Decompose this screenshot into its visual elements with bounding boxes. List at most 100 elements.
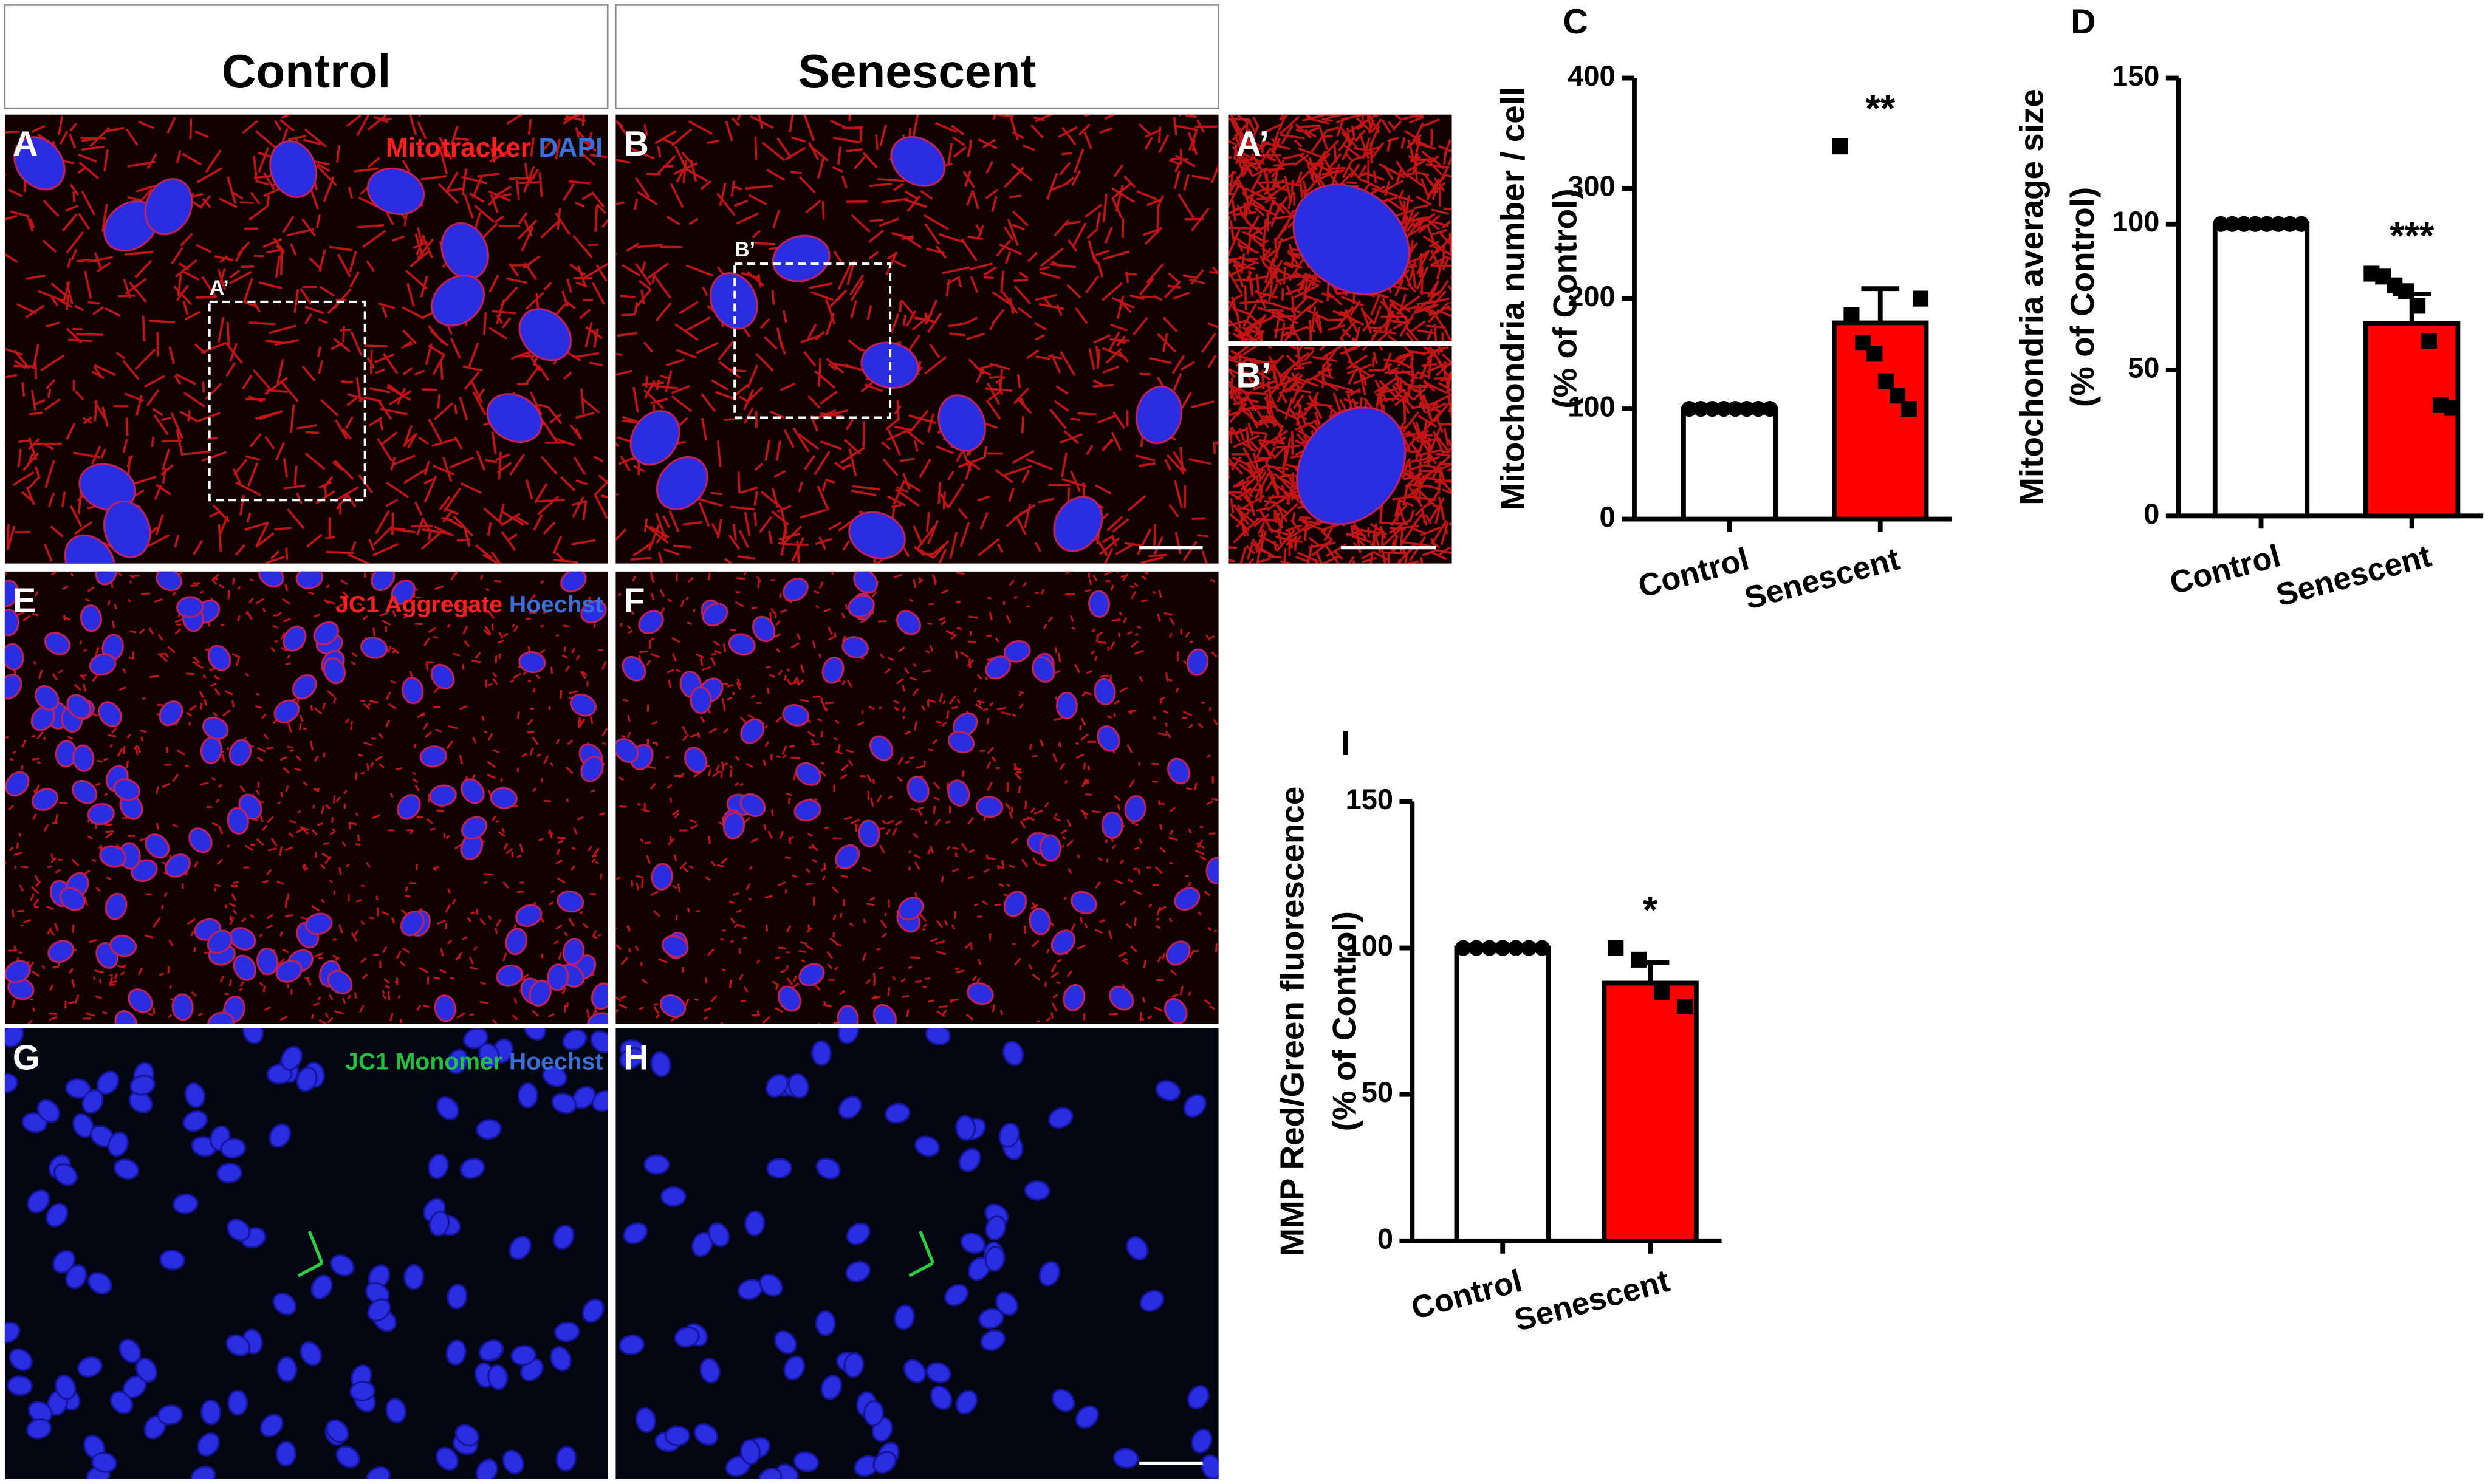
nucleus	[430, 663, 455, 690]
nucleus	[619, 1334, 645, 1355]
nucleus	[837, 1028, 860, 1044]
nucleus	[436, 1446, 459, 1471]
data-point	[1878, 373, 1894, 389]
nucleus	[1292, 183, 1410, 295]
data-point	[2247, 216, 2264, 232]
nucleus	[863, 1400, 884, 1426]
nucleus	[367, 1298, 391, 1322]
nucleus	[1183, 1093, 1207, 1118]
nucleus	[7, 1375, 33, 1397]
nucleus	[1112, 1448, 1139, 1469]
nucleus	[371, 571, 396, 592]
data-point	[1631, 951, 1647, 968]
panel-letter: F	[623, 581, 645, 620]
nucleus	[197, 1432, 220, 1457]
nucleus	[853, 571, 879, 594]
nucleus	[36, 1099, 60, 1123]
data-point	[2213, 216, 2229, 232]
data-point	[2258, 216, 2275, 232]
nucleus	[810, 1040, 832, 1067]
nucleus	[1053, 496, 1103, 552]
nucleus	[454, 1424, 479, 1447]
nucleus	[144, 178, 193, 236]
nucleus	[793, 1451, 819, 1472]
data-point	[1738, 401, 1755, 417]
panel-letter: D	[2071, 2, 2096, 41]
data-point	[2410, 298, 2426, 314]
panel-letter: B	[623, 125, 648, 163]
micrograph	[1228, 114, 1452, 342]
nucleus	[313, 621, 340, 646]
nucleus	[129, 1075, 156, 1096]
y-axis-label: Mitochondria average size	[2013, 89, 2051, 505]
nucleus	[1124, 795, 1146, 822]
data-point	[1843, 307, 1860, 323]
nucleus	[1135, 385, 1183, 445]
nucleus	[220, 1138, 246, 1159]
nucleus	[758, 1467, 783, 1479]
nucleus	[103, 500, 151, 558]
nucleus	[985, 655, 1012, 680]
nucleus	[4, 960, 31, 983]
nucleus	[619, 1047, 644, 1070]
nucleus	[1101, 811, 1123, 839]
nucleus	[1174, 887, 1201, 911]
nucleus	[202, 716, 229, 740]
nucleus	[1032, 656, 1055, 683]
nucleus	[740, 718, 765, 744]
nucleus	[944, 1284, 969, 1307]
y-axis-label: Mitochondria number / cell	[1494, 87, 1532, 511]
nucleus	[690, 686, 712, 714]
nucleus	[518, 651, 546, 674]
nucleus	[4, 1321, 21, 1344]
nucleus	[207, 1011, 235, 1024]
nucleus	[21, 1112, 48, 1134]
nucleus	[659, 994, 687, 1018]
nucleus	[1075, 1405, 1099, 1429]
nucleus	[837, 1005, 859, 1024]
y-tick-label: 150	[1346, 783, 1393, 815]
nucleus	[114, 1010, 138, 1024]
nucleus	[582, 1298, 605, 1323]
nucleus	[35, 685, 60, 711]
nucleus	[587, 1012, 608, 1024]
nucleus	[550, 1346, 572, 1372]
nucleus	[479, 1339, 504, 1362]
nucleus	[447, 1048, 468, 1075]
monomer-signal	[908, 1231, 935, 1277]
nucleus	[445, 1339, 467, 1366]
nucleus	[227, 1389, 248, 1416]
nucleus	[96, 1070, 120, 1095]
nucleus	[27, 1189, 50, 1214]
nucleus	[552, 1225, 575, 1250]
nucleus	[1002, 1041, 1024, 1067]
nucleus	[1139, 1290, 1165, 1312]
micrograph-bg	[4, 1028, 608, 1479]
nucleus	[256, 948, 279, 976]
stain-name: Hoechst	[509, 1049, 603, 1075]
nucleus	[272, 1292, 297, 1316]
nucleus	[66, 694, 92, 719]
nucleus	[783, 1355, 806, 1381]
data-point	[1890, 388, 1906, 404]
nucleus	[967, 982, 994, 1005]
stain-label: JC1 Aggregate Hoechst	[335, 592, 603, 618]
nucleus	[95, 571, 118, 586]
nucleus	[774, 1330, 797, 1355]
nucleus	[903, 1359, 927, 1383]
nucleus	[176, 596, 204, 618]
data-point	[1866, 346, 1883, 362]
data-point	[2398, 283, 2414, 299]
nucleus	[276, 1356, 298, 1383]
nucleus	[580, 756, 604, 782]
x-tick-label: Senescent	[1741, 541, 1903, 617]
y-tick-label: 50	[1362, 1076, 1393, 1108]
data-point	[1468, 940, 1484, 956]
nucleus	[845, 1260, 871, 1282]
nucleus	[87, 803, 115, 826]
nucleus	[87, 1272, 112, 1294]
nucleus	[1187, 1385, 1210, 1410]
nucleus	[515, 904, 543, 928]
data-point	[1750, 401, 1767, 417]
nucleus	[523, 1028, 546, 1041]
